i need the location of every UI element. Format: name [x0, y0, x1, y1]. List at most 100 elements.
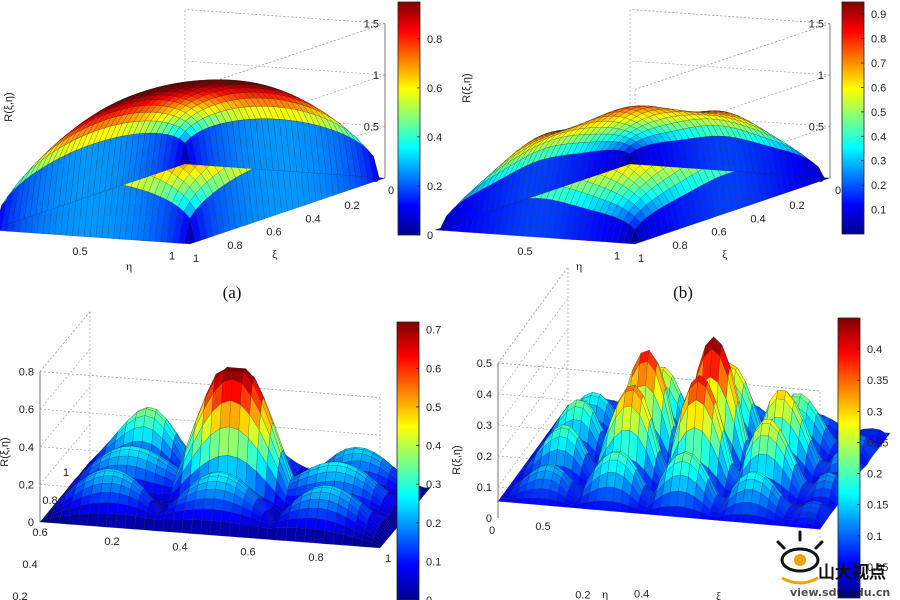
y-axis-label: η: [576, 259, 582, 273]
colorbar-tick-label: 0.2: [871, 180, 886, 192]
colorbar-tick-label: 0.1: [426, 556, 441, 568]
surface-patch: [211, 509, 223, 522]
x-tick-label: 0.6: [711, 227, 726, 239]
surface-patch: [132, 426, 144, 442]
surface-patch: [103, 470, 115, 477]
x-tick-label: 0.4: [634, 588, 649, 600]
surface-patch: [181, 519, 193, 534]
surface-patch: [218, 426, 230, 457]
surface-patch: [190, 519, 203, 535]
surface-patch: [316, 507, 328, 521]
surface-patch: [285, 527, 297, 542]
surface-patch: [227, 426, 240, 459]
z-tick-label: 0.4: [477, 389, 492, 401]
surface-patch: [124, 514, 136, 530]
z-tick-label: 0.3: [477, 420, 492, 432]
surface-patch: [214, 488, 226, 501]
x-tick-label: 1: [193, 253, 199, 265]
z-tick-label: 0.4: [19, 442, 34, 454]
panel-d: 00.10.20.30.40.50.20.400.51 0.050.10.150…: [451, 266, 891, 600]
surface-patch: [97, 502, 110, 514]
surface-patch: [116, 503, 128, 516]
y-tick-label: 1: [63, 467, 69, 479]
panel-a: 00.511.500.20.40.60.810.51 00.20.40.60.8…: [0, 1, 442, 302]
y-tick-label: 0.5: [535, 521, 550, 533]
z-tick-label: 0.5: [809, 122, 824, 134]
x-axis-label: ξ: [272, 247, 278, 261]
z-axis-label: R(ξ,η): [461, 73, 473, 102]
x-tick-label: 0.4: [305, 213, 320, 225]
surface-patch: [334, 471, 346, 483]
panel-c: 00.20.40.60.80.2 0.4 0.6 0.8 10.20.40.60.81 …: [0, 311, 441, 600]
colorbar-tick-label: 0.8: [871, 34, 886, 46]
x-tick-label: 0.4: [750, 213, 765, 225]
surface-patch: [201, 508, 213, 521]
surface-patch: [212, 498, 224, 511]
surface-patch: [325, 471, 337, 482]
x-tick-label: 0.2: [344, 200, 359, 212]
surface-patch: [134, 515, 146, 531]
surface-patch: [351, 453, 363, 462]
colorbar-tick-label: 0.3: [426, 479, 441, 491]
surface-patch: [209, 520, 221, 536]
surface-patch: [296, 517, 308, 529]
z-tick-label: 1: [818, 70, 824, 82]
surface-patch: [313, 529, 325, 544]
z-tick-label: 1.5: [364, 19, 379, 31]
surface-patch: [315, 518, 327, 531]
surface-patch: [247, 524, 259, 539]
surface-patch: [238, 523, 250, 539]
surface-patch: [230, 378, 242, 405]
surface-patch: [207, 475, 219, 483]
surface-patch: [257, 526, 269, 540]
colorbar-tick-label: 0.8: [427, 34, 442, 46]
surface-patch: [96, 513, 108, 528]
x-tick-label: 0.4: [172, 541, 187, 553]
panel-caption: (b): [673, 283, 693, 302]
z-tick-label: 1.5: [809, 19, 824, 31]
surface-patch: [101, 475, 114, 484]
colorbar: 0.10.20.30.40.50.60.70.80.9: [841, 1, 886, 235]
surface-patch: [294, 527, 306, 543]
surface-patch: [172, 519, 184, 533]
surface-patch: [193, 498, 205, 510]
colorbar-tick-label: 0.9: [871, 9, 886, 21]
surface-patch: [110, 482, 122, 494]
colorbar-tick-label: 0: [426, 595, 432, 600]
colorbar-tick-label: 0.5: [426, 402, 441, 414]
z-tick-label: 0.2: [19, 479, 34, 491]
surface-patch: [200, 519, 212, 536]
y-tick-label: 1: [614, 251, 620, 263]
z-tick-label: 0.5: [477, 358, 492, 370]
surface-patch: [88, 502, 100, 514]
colorbar-tick-label: 0.7: [426, 325, 441, 337]
surface-patch: [219, 400, 231, 429]
colorbar-tick-label: 0.4: [427, 132, 442, 144]
y-tick-label: 0.2: [12, 591, 27, 600]
colorbar-tick-label: 0.6: [426, 363, 441, 375]
z-axis-label: R(ξ,η): [3, 92, 15, 121]
surface-patch: [228, 522, 240, 538]
x-tick-label: 0: [388, 185, 394, 197]
colorbar-gradient: [397, 1, 421, 236]
surface-patch: [68, 514, 80, 526]
colorbar-tick-label: 0.2: [427, 181, 442, 193]
x-tick-label: 0.2: [575, 590, 590, 600]
surface-patch: [87, 513, 99, 527]
surface-patch: [304, 528, 316, 544]
x-tick-label: 0.6: [240, 547, 255, 559]
surface-patch: [105, 513, 118, 528]
x-tick-label: 0: [835, 185, 841, 197]
x-tick-label: 1: [638, 253, 644, 265]
colorbar: 00.10.20.30.40.50.60.7: [396, 321, 441, 600]
z-tick-label: 1: [373, 70, 379, 82]
surface-patch: [332, 532, 344, 546]
surface-patch: [317, 498, 330, 511]
colorbar-tick-label: 0.4: [871, 131, 886, 143]
x-tick-label: 0.6: [266, 227, 281, 239]
surface-patch: [77, 513, 89, 526]
surface-patch: [220, 510, 232, 523]
surface-plot: [497, 336, 891, 530]
x-tick-label: 0.8: [672, 240, 687, 252]
